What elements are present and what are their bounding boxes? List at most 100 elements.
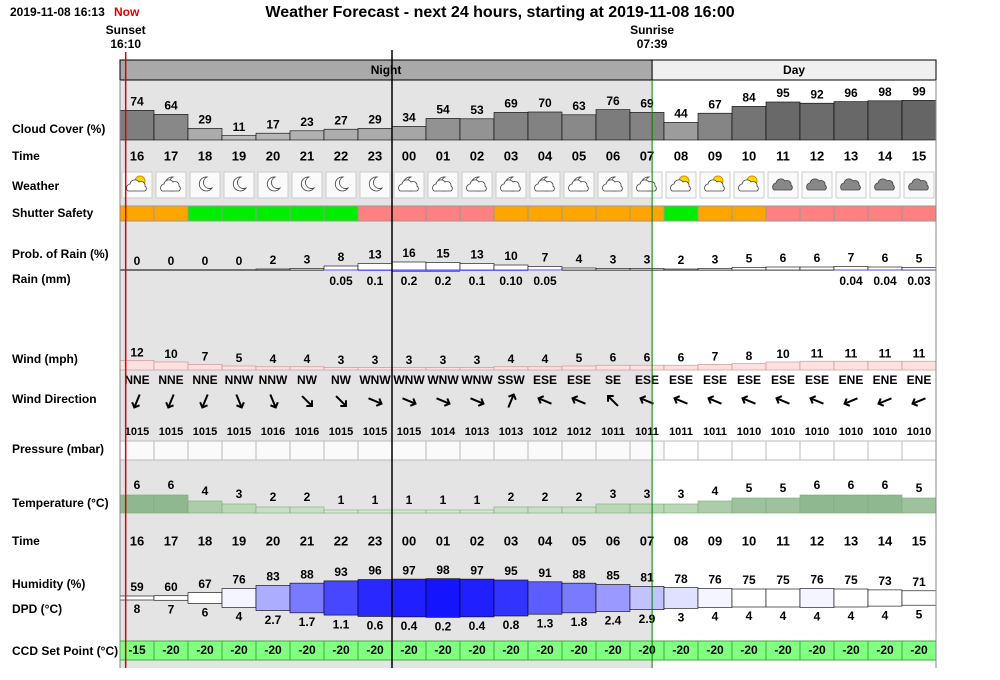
wind-value: 11 xyxy=(811,346,824,360)
rain-value: 0.10 xyxy=(499,274,523,288)
wind-bar xyxy=(391,367,427,371)
icon-moon xyxy=(198,176,214,192)
icon-cloud xyxy=(126,179,147,192)
wind-direction: ESE xyxy=(771,373,795,387)
rain-prob-bar xyxy=(697,268,733,271)
wind-bar xyxy=(697,364,733,371)
wind-direction: WNW xyxy=(359,373,391,387)
rain-prob-value: 5 xyxy=(746,252,753,266)
humidity-value: 85 xyxy=(606,569,620,583)
hour-label: 15 xyxy=(912,533,926,548)
dpd-value: 4 xyxy=(780,609,787,623)
weather-cell xyxy=(359,171,391,199)
rain-prob-bar xyxy=(255,268,291,271)
wind-bar xyxy=(493,366,529,371)
wind-arrow xyxy=(571,395,586,405)
humidity-block xyxy=(153,595,189,601)
temp-value: 1 xyxy=(440,493,447,507)
cloud-value: 99 xyxy=(912,85,926,99)
wind-value: 4 xyxy=(508,352,515,366)
wind-direction: ESE xyxy=(567,373,591,387)
temp-value: 5 xyxy=(916,481,923,495)
humidity-block xyxy=(595,584,631,612)
humidity-value: 83 xyxy=(266,570,280,584)
temp-value: 2 xyxy=(542,490,549,504)
hour-label: 05 xyxy=(572,148,586,163)
day-bar xyxy=(651,59,937,81)
shutter-cell xyxy=(629,205,665,222)
temp-bar xyxy=(221,503,257,514)
hour-label: 09 xyxy=(708,533,722,548)
cloud-value: 69 xyxy=(640,97,654,111)
wind-arrow xyxy=(199,394,209,409)
dpd-value: 4 xyxy=(746,609,753,623)
hour-label: 01 xyxy=(436,533,450,548)
wind-value: 3 xyxy=(372,353,379,367)
wind-value: 6 xyxy=(678,350,685,364)
cloud-bar xyxy=(629,112,665,141)
wind-arrow xyxy=(707,395,722,405)
wind-direction: ESE xyxy=(703,373,727,387)
wind-value: 10 xyxy=(776,347,790,361)
wind-direction: ESE xyxy=(635,373,659,387)
cloud-value: 96 xyxy=(844,86,858,100)
temp-value: 4 xyxy=(712,484,719,498)
icon-moon xyxy=(368,176,384,192)
humidity-value: 73 xyxy=(878,574,892,588)
dpd-value: 1.1 xyxy=(333,617,350,631)
ccd-value: -20 xyxy=(842,643,860,657)
hour-label: 20 xyxy=(266,148,280,163)
rain-value: 0.2 xyxy=(401,274,418,288)
dpd-value: 4 xyxy=(848,609,855,623)
shutter-cell xyxy=(153,205,189,222)
rain-prob-value: 7 xyxy=(542,251,549,265)
hour-label: 11 xyxy=(776,148,790,163)
temp-value: 5 xyxy=(746,481,753,495)
cloud-value: 54 xyxy=(436,103,450,117)
hour-label: 07 xyxy=(640,148,654,163)
pressure-cell xyxy=(731,440,767,461)
rain-bar xyxy=(426,270,460,272)
cloud-bar xyxy=(595,109,631,141)
hour-label: 16 xyxy=(130,148,144,163)
wind-bar xyxy=(731,363,767,371)
temp-value: 6 xyxy=(814,478,821,492)
temp-bar xyxy=(289,506,325,514)
page-title: Weather Forecast - next 24 hours, starti… xyxy=(265,4,734,21)
temp-value: 1 xyxy=(406,493,413,507)
pressure-cell xyxy=(595,440,631,461)
pressure-cell xyxy=(493,440,529,461)
humidity-value: 81 xyxy=(640,570,654,584)
icon-cloud xyxy=(534,179,555,192)
hour-label: 09 xyxy=(708,148,722,163)
temp-bar xyxy=(595,503,631,514)
dpd-value: 1.3 xyxy=(537,616,554,630)
pressure-value: 1011 xyxy=(669,426,693,438)
rain-prob-value: 2 xyxy=(270,253,277,267)
temp-value: 6 xyxy=(134,478,141,492)
rain-prob-value: 6 xyxy=(780,251,787,265)
temp-bar xyxy=(901,497,937,514)
wind-direction: ENE xyxy=(839,373,864,387)
wind-value: 5 xyxy=(576,351,583,365)
wind-value: 6 xyxy=(610,350,617,364)
sunrise-label: Sunrise xyxy=(630,23,674,37)
hour-label: 17 xyxy=(164,148,178,163)
shutter-cell xyxy=(255,205,291,222)
rain-value: 0.1 xyxy=(367,274,384,288)
row-label: Weather xyxy=(12,179,59,193)
pressure-value: 1012 xyxy=(533,426,557,438)
wind-direction: WNW xyxy=(427,373,459,387)
wind-bar xyxy=(187,364,223,371)
cloud-value: 74 xyxy=(130,95,144,109)
rain-value: 0.05 xyxy=(533,274,557,288)
wind-bar xyxy=(629,364,665,371)
humidity-block xyxy=(833,588,869,608)
humidity-value: 97 xyxy=(470,563,484,577)
cloud-value: 17 xyxy=(266,117,280,131)
row-label: Shutter Safety xyxy=(12,206,94,220)
cloud-bar xyxy=(697,112,733,141)
temp-bar xyxy=(833,494,869,514)
cloud-value: 29 xyxy=(198,113,212,127)
temp-bar xyxy=(357,509,393,514)
